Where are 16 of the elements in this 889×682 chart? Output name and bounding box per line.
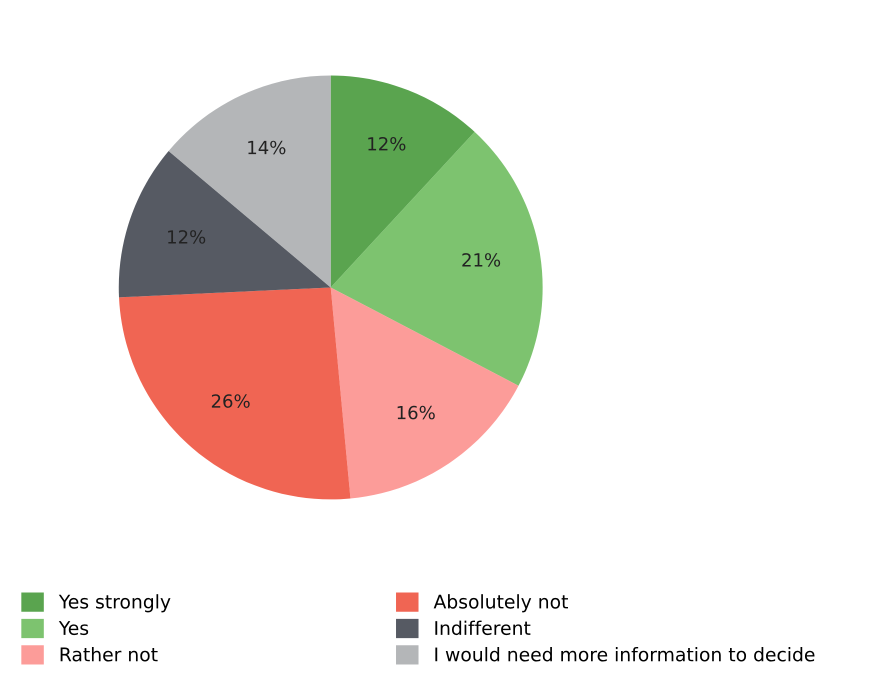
data-label: 12% <box>168 230 206 244</box>
legend-label: I would need more information to decide <box>435 646 814 662</box>
legend-label: Absolutely not <box>434 594 568 612</box>
legend-label: Yes strongly <box>58 594 170 612</box>
legend-label: Yes <box>58 621 88 636</box>
legend-label: Rather not <box>60 646 158 662</box>
pie-slice <box>168 76 331 288</box>
data-label: 12% <box>368 136 406 151</box>
data-label: 26% <box>212 394 250 408</box>
pie-slice <box>330 287 518 498</box>
pie-slice <box>330 132 543 386</box>
legend-label: Indifferent <box>435 620 530 636</box>
data-label: 21% <box>462 253 500 267</box>
data-label: 14% <box>248 140 286 154</box>
pie-slice <box>119 287 350 500</box>
data-label: 16% <box>398 406 435 420</box>
